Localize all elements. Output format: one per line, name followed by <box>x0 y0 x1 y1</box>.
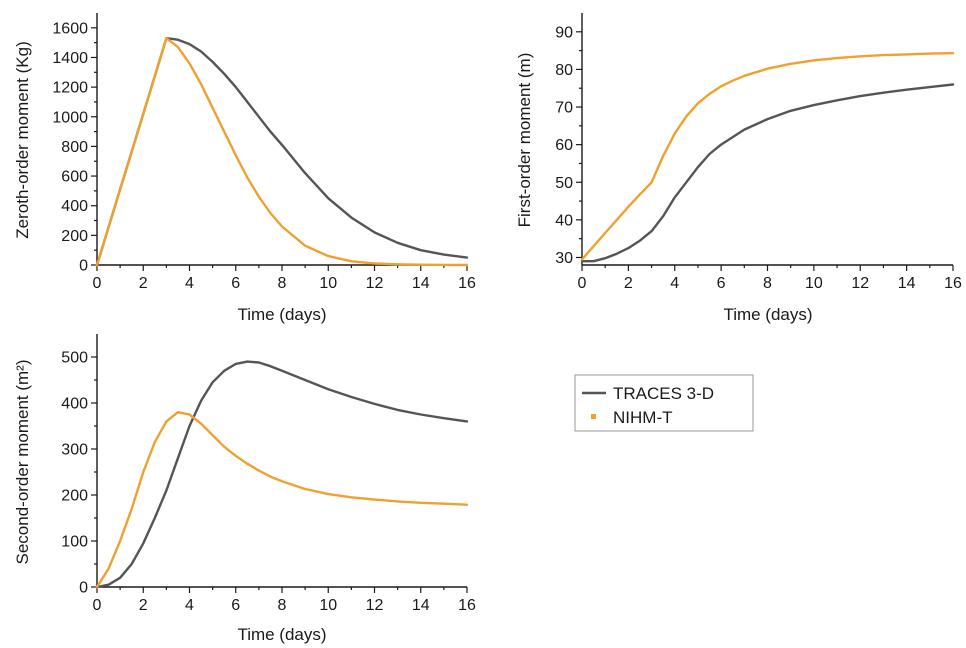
first-order-series <box>580 52 955 263</box>
first-order-x-tick-label: 0 <box>578 275 587 292</box>
second-order-x-tick-label: 10 <box>319 597 337 614</box>
first-order-y-tick-label: 80 <box>555 62 573 79</box>
second-order-y-tick-label: 500 <box>61 350 88 367</box>
second-order-y-tick-label: 400 <box>61 396 88 413</box>
legend-nihm-label: NIHM-T <box>613 408 672 427</box>
zeroth-order-y-tick-label: 1000 <box>52 109 88 126</box>
zeroth-order-x-tick-label: 2 <box>139 275 148 292</box>
zeroth-order-x-tick-label: 12 <box>366 275 384 292</box>
second-order-y-tick-label: 200 <box>61 488 88 505</box>
second-order-x-tick-label: 8 <box>278 597 287 614</box>
second-order-x-tick-label: 14 <box>412 597 430 614</box>
first-order-x-tick-label: 14 <box>898 275 916 292</box>
first-order-y-tick-label: 30 <box>555 250 573 267</box>
first-order-y-tick-label: 40 <box>555 212 573 229</box>
zeroth-order-moment-chart: 0 2 4 6 8 10 12 14 16 0 200 400 600 800 1000 1200 1400 16… <box>13 13 476 324</box>
zeroth-order-y-tick-label: 600 <box>61 169 88 186</box>
second-order-x-tick-label: 6 <box>231 597 240 614</box>
zeroth-order-x-tick-label: 14 <box>412 275 430 292</box>
zeroth-order-series <box>95 37 469 267</box>
legend-traces-label: TRACES 3-D <box>613 384 714 403</box>
zeroth-order-ylabel: Zeroth-order moment (Kg) <box>13 41 32 238</box>
zeroth-order-y-tick-label: 1600 <box>52 20 88 37</box>
zeroth-order-xlabel: Time (days) <box>237 305 326 324</box>
second-order-y-tick-label: 100 <box>61 534 88 551</box>
second-order-xlabel: Time (days) <box>237 625 326 644</box>
first-order-y-tick-label: 90 <box>555 24 573 41</box>
zeroth-order-x-tick-label: 4 <box>185 275 194 292</box>
zeroth-order-x-tick-label: 8 <box>278 275 287 292</box>
zeroth-order-y-tick-label: 1400 <box>52 50 88 67</box>
second-order-x-tick-label: 2 <box>139 597 148 614</box>
zeroth-order-y-tick-label: 800 <box>61 139 88 156</box>
second-order-x-tick-label: 16 <box>458 597 476 614</box>
second-order-series <box>95 360 469 589</box>
zeroth-order-series-nihm-t <box>95 37 469 267</box>
second-order-ticks: 0 2 4 6 8 10 12 14 16 0 100 200 300 400 500 <box>61 350 476 615</box>
first-order-series-nihm-t <box>580 52 955 261</box>
first-order-ylabel: First-order moment (m) <box>515 53 534 228</box>
first-order-x-tick-label: 12 <box>851 275 869 292</box>
zeroth-order-series-traces-3-d <box>95 37 469 267</box>
legend: TRACES 3-D NIHM-T <box>574 374 754 432</box>
first-order-x-tick-label: 6 <box>717 275 726 292</box>
zeroth-order-y-tick-label: 200 <box>61 228 88 245</box>
second-order-x-tick-label: 4 <box>185 597 194 614</box>
second-order-x-tick-label: 0 <box>93 597 102 614</box>
zeroth-order-y-tick-label: 1200 <box>52 80 88 97</box>
second-order-y-tick-label: 0 <box>79 580 88 597</box>
first-order-ticks: 0 2 4 6 8 10 12 14 16 30 40 50 60 70 80 90 <box>555 24 962 292</box>
first-order-series-traces-3-d <box>580 83 955 263</box>
zeroth-order-ticks: 0 2 4 6 8 10 12 14 16 0 200 400 600 800 1000 1200 1400 16… <box>52 20 476 292</box>
zeroth-order-y-tick-label: 0 <box>79 258 88 275</box>
second-order-series-traces-3-d <box>95 360 469 589</box>
first-order-axes <box>581 13 953 266</box>
first-order-x-tick-label: 10 <box>805 275 823 292</box>
zeroth-order-x-tick-label: 10 <box>319 275 337 292</box>
first-order-y-tick-label: 70 <box>555 100 573 117</box>
second-order-ylabel: Second-order moment (m²) <box>13 359 32 564</box>
first-order-y-tick-label: 50 <box>555 175 573 192</box>
first-order-y-tick-label: 60 <box>555 137 573 154</box>
zeroth-order-x-tick-label: 16 <box>458 275 476 292</box>
first-order-x-tick-label: 4 <box>670 275 679 292</box>
zeroth-order-x-tick-label: 0 <box>93 275 102 292</box>
second-order-x-tick-label: 12 <box>366 597 384 614</box>
first-order-x-tick-label: 16 <box>944 275 962 292</box>
second-order-y-tick-label: 300 <box>61 442 88 459</box>
second-order-series-nihm-t <box>95 411 469 589</box>
legend-box <box>574 374 754 432</box>
first-order-xlabel: Time (days) <box>723 305 812 324</box>
legend-nihm-swatch <box>591 414 596 419</box>
first-order-x-tick-label: 2 <box>624 275 633 292</box>
zeroth-order-x-tick-label: 6 <box>231 275 240 292</box>
second-order-moment-chart: 0 2 4 6 8 10 12 14 16 0 100 200 300 400 500 Time (days… <box>13 334 476 644</box>
zeroth-order-y-tick-label: 400 <box>61 198 88 215</box>
first-order-x-tick-label: 8 <box>763 275 772 292</box>
